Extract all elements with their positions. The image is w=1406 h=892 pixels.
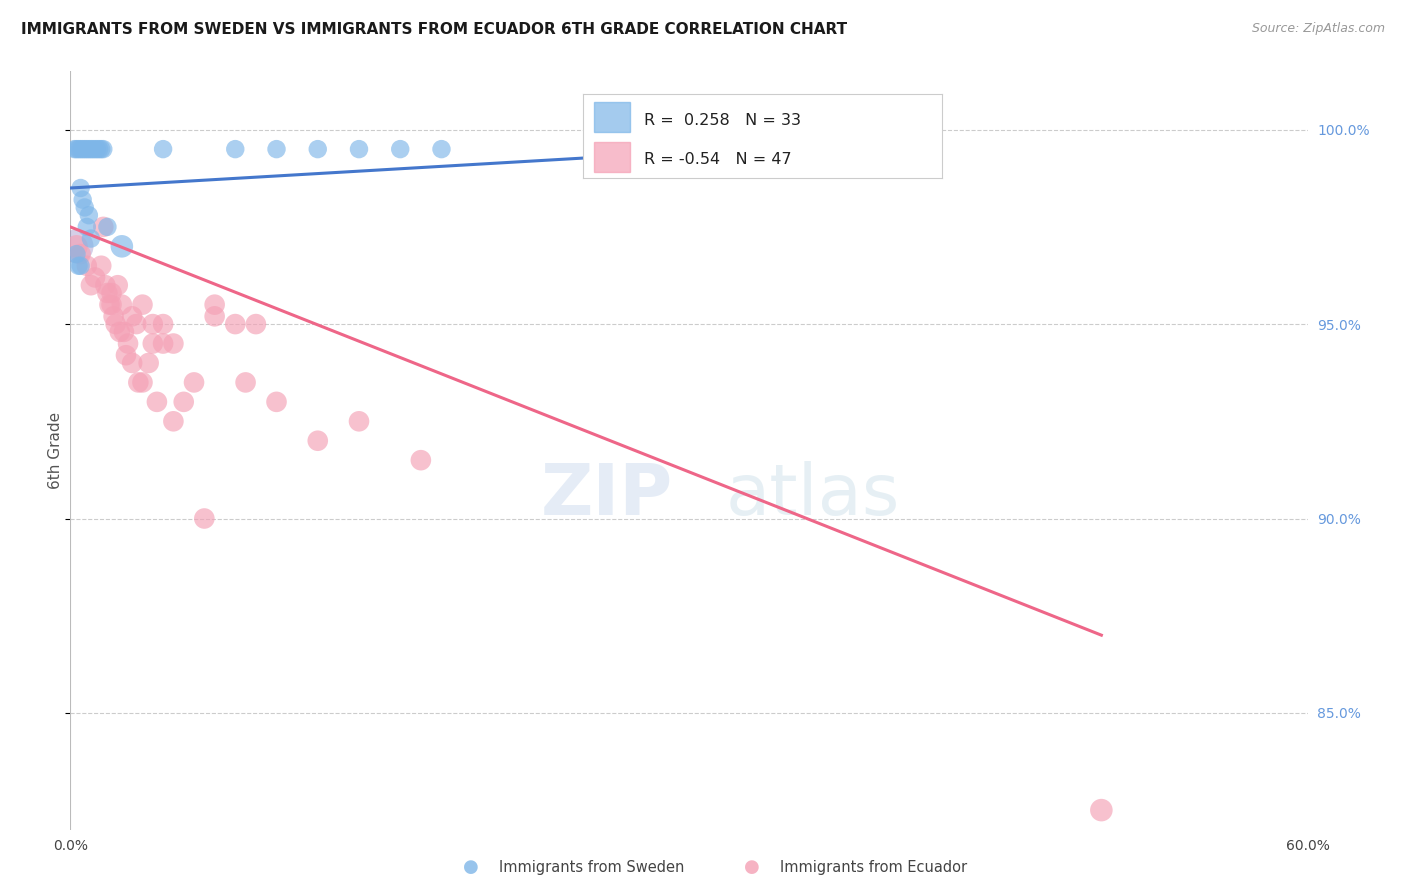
Point — [266, 395, 288, 409]
Y-axis label: 6th Grade: 6th Grade — [48, 412, 62, 489]
Point — [389, 142, 412, 156]
Point — [89, 142, 111, 156]
Point — [107, 278, 129, 293]
Point — [224, 142, 246, 156]
Point — [82, 142, 104, 156]
Point — [103, 310, 125, 324]
Point — [80, 231, 103, 245]
Point — [112, 325, 135, 339]
Point — [111, 298, 134, 312]
Point — [121, 310, 143, 324]
Point — [115, 348, 138, 362]
Point — [86, 142, 108, 156]
Point — [65, 239, 87, 253]
Text: IMMIGRANTS FROM SWEDEN VS IMMIGRANTS FROM ECUADOR 6TH GRADE CORRELATION CHART: IMMIGRANTS FROM SWEDEN VS IMMIGRANTS FRO… — [21, 22, 848, 37]
Point — [76, 219, 98, 234]
Point — [69, 259, 91, 273]
Point — [69, 181, 91, 195]
Point — [117, 336, 139, 351]
Point — [266, 142, 288, 156]
Point — [77, 208, 100, 222]
Point — [307, 142, 329, 156]
Bar — [595, 142, 630, 171]
Point — [98, 298, 121, 312]
Point — [80, 278, 103, 293]
Point — [111, 239, 134, 253]
Point — [73, 201, 96, 215]
Point — [67, 142, 90, 156]
Point — [1090, 803, 1112, 817]
Point — [162, 414, 184, 428]
Point — [90, 142, 112, 156]
Point — [204, 310, 226, 324]
Point — [84, 270, 107, 285]
Point — [138, 356, 160, 370]
Point — [152, 142, 174, 156]
Point — [96, 219, 118, 234]
Point — [91, 219, 114, 234]
Point — [91, 142, 114, 156]
Point — [162, 336, 184, 351]
Point — [80, 142, 103, 156]
Point — [108, 325, 131, 339]
Point — [69, 247, 91, 261]
Point — [94, 278, 117, 293]
Point — [204, 298, 226, 312]
Point — [65, 142, 87, 156]
Point — [183, 376, 205, 390]
Point — [100, 285, 122, 300]
Point — [67, 259, 90, 273]
Point — [125, 317, 148, 331]
Point — [104, 317, 127, 331]
Text: ●: ● — [744, 858, 761, 876]
Point — [72, 142, 94, 156]
Point — [90, 259, 112, 273]
Point — [100, 298, 122, 312]
Point — [307, 434, 329, 448]
Point — [146, 395, 169, 409]
Point — [65, 247, 87, 261]
Point — [127, 376, 149, 390]
Point — [193, 511, 215, 525]
Point — [76, 259, 98, 273]
Point — [347, 414, 370, 428]
Point — [121, 356, 143, 370]
Point — [96, 285, 118, 300]
Point — [65, 239, 87, 253]
Point — [76, 142, 98, 156]
Bar — [595, 103, 630, 132]
Text: R =  0.258   N = 33: R = 0.258 N = 33 — [644, 112, 801, 128]
Point — [72, 193, 94, 207]
Text: Immigrants from Sweden: Immigrants from Sweden — [499, 860, 685, 874]
Point — [430, 142, 453, 156]
Point — [69, 142, 91, 156]
Point — [77, 142, 100, 156]
Point — [142, 317, 165, 331]
Point — [73, 142, 96, 156]
Text: Source: ZipAtlas.com: Source: ZipAtlas.com — [1251, 22, 1385, 36]
Text: ZIP: ZIP — [540, 461, 672, 531]
Point — [152, 336, 174, 351]
Text: ●: ● — [463, 858, 479, 876]
Point — [131, 298, 153, 312]
Point — [347, 142, 370, 156]
Point — [84, 142, 107, 156]
Point — [235, 376, 257, 390]
Text: atlas: atlas — [725, 461, 900, 531]
Point — [131, 376, 153, 390]
Point — [245, 317, 267, 331]
Point — [142, 336, 165, 351]
Point — [224, 317, 246, 331]
Text: Immigrants from Ecuador: Immigrants from Ecuador — [780, 860, 967, 874]
Point — [173, 395, 195, 409]
Point — [152, 317, 174, 331]
Point — [409, 453, 432, 467]
Text: R = -0.54   N = 47: R = -0.54 N = 47 — [644, 153, 792, 168]
Point — [63, 142, 86, 156]
